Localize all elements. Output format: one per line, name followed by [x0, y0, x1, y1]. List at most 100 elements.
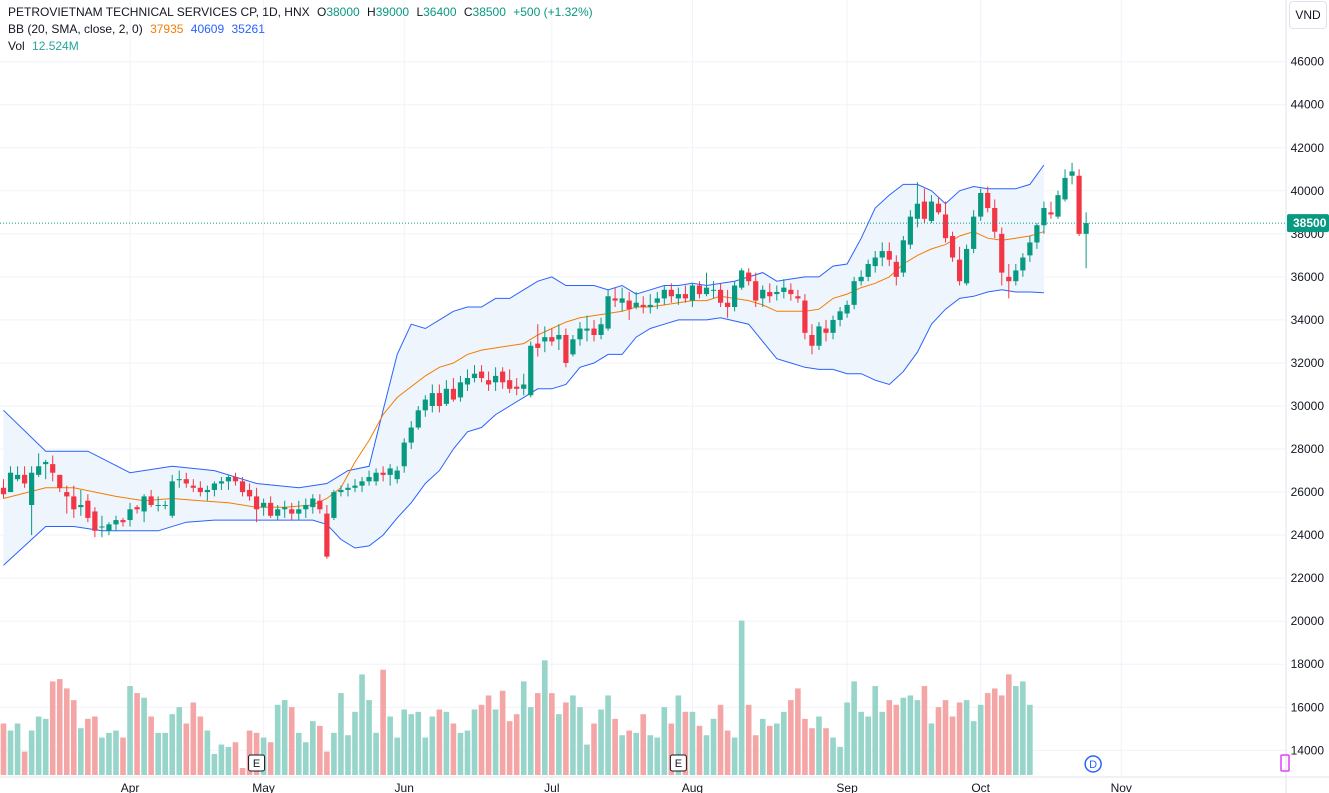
x-tick-label: Apr	[121, 781, 140, 793]
bb-label[interactable]: BB (20, SMA, close, 2, 0)	[8, 22, 143, 36]
volume-bar	[253, 732, 260, 775]
candle	[1041, 201, 1047, 234]
y-tick-label: 42000	[1291, 141, 1325, 155]
volume-bars	[0, 620, 1033, 775]
candle	[626, 291, 632, 320]
candle	[127, 502, 133, 527]
volume-bar	[703, 735, 710, 775]
currency-button[interactable]: VND	[1289, 1, 1327, 29]
candle	[303, 498, 309, 518]
volume-bar	[274, 704, 281, 775]
y-tick-label: 20000	[1291, 614, 1325, 628]
candle	[352, 479, 358, 493]
earnings-marker[interactable]: E	[669, 754, 687, 772]
candle	[366, 470, 372, 486]
dividend-marker[interactable]: D	[1084, 755, 1102, 773]
volume-bar	[963, 700, 970, 775]
candle	[914, 182, 920, 228]
volume-bar	[675, 695, 682, 775]
volume-bar	[506, 721, 513, 775]
volume-bar	[661, 707, 668, 775]
last-price-text: 38500	[1293, 216, 1327, 230]
candle	[429, 384, 435, 413]
time-axis[interactable]: Apr May Jun Jul Aug Sep Oct Nov	[0, 776, 1329, 793]
volume-bar	[352, 711, 358, 775]
volume-bar	[513, 714, 520, 775]
candle	[760, 285, 766, 308]
candle	[809, 324, 815, 355]
vol-label[interactable]: Vol	[8, 39, 25, 53]
candle	[781, 279, 787, 299]
y-tick-label: 18000	[1291, 657, 1325, 671]
volume-bar	[731, 737, 738, 775]
volume-bar	[802, 718, 808, 775]
volume-bar	[457, 732, 464, 775]
volume-bar	[717, 704, 724, 775]
volume-bar	[577, 707, 583, 775]
candle	[837, 307, 843, 327]
candle	[570, 334, 576, 357]
candle	[57, 474, 63, 493]
volume-bar	[591, 723, 597, 775]
volume-bar	[809, 728, 815, 775]
candle	[907, 210, 913, 249]
candle	[443, 380, 449, 407]
volume-bar	[619, 735, 625, 775]
volume-bar	[120, 737, 126, 775]
candle	[78, 489, 84, 516]
volume-bar	[0, 723, 7, 775]
candle	[1027, 236, 1033, 262]
candle	[767, 283, 773, 303]
candle	[99, 515, 105, 538]
volume-bar	[1020, 681, 1026, 775]
candle	[1013, 263, 1019, 286]
price-axis[interactable]: 14000 16000 18000 20000 22000 24000 26000 28000…	[1285, 0, 1325, 793]
low-label: L	[416, 5, 424, 19]
candle	[141, 494, 147, 523]
volume-bar	[239, 767, 246, 775]
volume-bar	[696, 725, 703, 775]
bb-upper-value: 40609	[190, 22, 225, 36]
scroll-marker[interactable]	[1280, 754, 1290, 772]
candle	[387, 464, 393, 486]
candle	[647, 294, 653, 314]
y-tick-label: 24000	[1291, 528, 1325, 542]
candle	[1034, 223, 1040, 249]
candle	[29, 466, 35, 536]
volume-bar	[879, 711, 886, 775]
candle	[246, 483, 253, 501]
volume-bar	[134, 693, 140, 775]
candle	[155, 496, 161, 512]
volume-bar	[527, 707, 534, 775]
candle	[120, 517, 126, 527]
candle	[964, 244, 970, 286]
symbol-title[interactable]: PETROVIETNAM TECHNICAL SERVICES CP, 1D, …	[8, 5, 310, 19]
volume-bar	[759, 718, 766, 775]
volume-bar	[1005, 674, 1012, 775]
candle	[514, 378, 520, 396]
volume-bar	[788, 700, 794, 775]
change-value: +500 (+1.32%)	[513, 5, 593, 19]
volume-bar	[28, 730, 35, 775]
candle	[345, 483, 351, 497]
volume-bar	[1027, 704, 1033, 775]
candle	[668, 283, 674, 303]
volume-bar	[668, 723, 675, 775]
candle	[162, 500, 168, 510]
candle	[183, 472, 189, 488]
candle	[457, 375, 464, 402]
earnings-marker[interactable]: E	[248, 754, 266, 772]
volume-bar	[366, 700, 372, 775]
volume-bar	[359, 674, 365, 775]
volume-bar	[837, 746, 843, 775]
volume-bar	[56, 679, 63, 775]
volume-bar	[886, 700, 893, 775]
volume-bar	[401, 709, 408, 775]
candle	[739, 268, 745, 290]
volume-bar	[752, 735, 759, 775]
volume-bar	[450, 723, 457, 775]
y-tick-label: 16000	[1291, 700, 1325, 714]
volume-bar	[851, 681, 857, 775]
